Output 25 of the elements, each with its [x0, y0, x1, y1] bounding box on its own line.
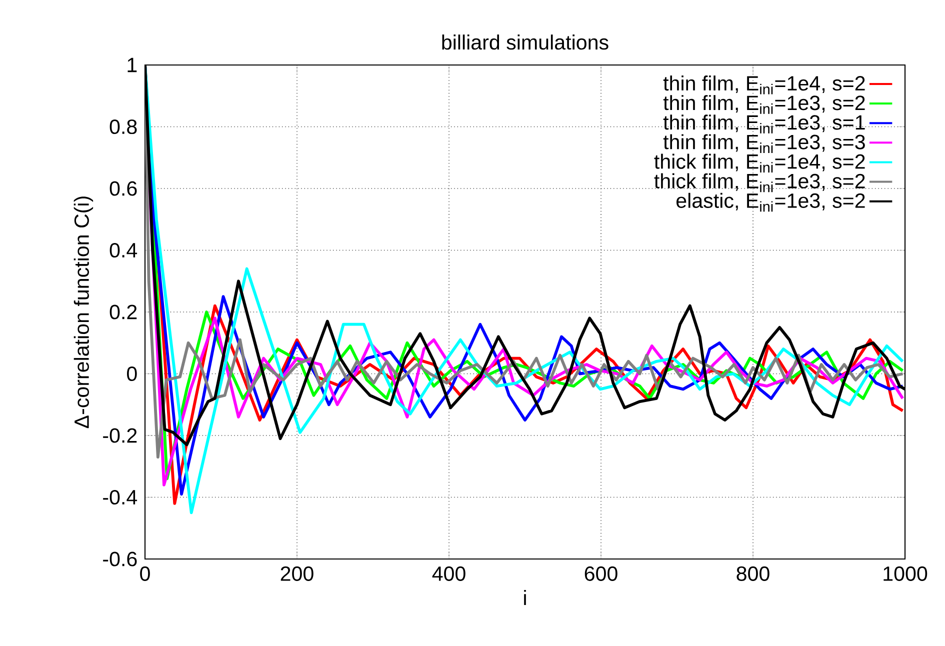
y-tick-label: 0.6	[110, 181, 137, 196]
legend-label: thick film, E$_{ini}$=1e4, s=2	[654, 154, 865, 173]
legend-label: thin film, E$_{ini}$=1e4, s=2	[663, 76, 865, 94]
y-tick-label: 0.8	[110, 119, 137, 134]
legend-label: thick film, E$_{ini}$=1e3, s=2	[654, 173, 865, 192]
x-axis-title: i	[524, 590, 526, 605]
legend-label: elastic, E$_{ini}$=1e3, s=2	[676, 192, 865, 212]
y-tick-label: -0.2	[103, 428, 137, 443]
chart-title: billiard simulations	[442, 34, 608, 50]
y-tick-label: 0.4	[110, 242, 138, 258]
y-tick-label: -0.6	[103, 552, 137, 566]
y-tick-label: 0	[127, 366, 137, 382]
x-tick-label: 200	[280, 566, 314, 581]
legend-label: thin film, E$_{ini}$=1e3, s=3	[663, 134, 865, 153]
y-tick-label: 1	[128, 58, 137, 72]
y-tick-label: 0.2	[110, 304, 137, 320]
legend-label: thin film, E$_{ini}$=1e3, s=2	[663, 95, 865, 114]
x-tick-label: 1000	[884, 566, 928, 581]
legend-label: thin film, E$_{ini}$=1e3, s=1	[663, 114, 865, 134]
x-tick-label: 800	[736, 566, 770, 581]
y-tick-label: -0.4	[103, 490, 138, 505]
x-tick-label: 600	[584, 566, 618, 581]
x-tick-label: 0	[140, 566, 150, 581]
y-axis-title: Δ-correlation function C(i)	[74, 196, 94, 428]
x-tick-label: 400	[432, 566, 466, 581]
